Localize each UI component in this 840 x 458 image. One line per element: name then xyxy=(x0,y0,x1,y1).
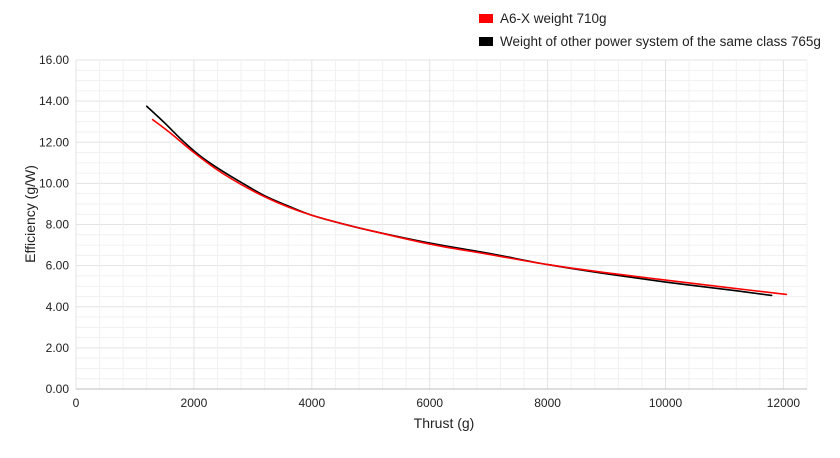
x-tick-label: 8000 xyxy=(534,396,561,410)
legend-swatch xyxy=(479,37,493,46)
y-tick-label: 10.00 xyxy=(39,176,69,190)
y-tick-label: 16.00 xyxy=(39,53,69,67)
y-tick-label: 2.00 xyxy=(46,341,70,355)
y-tick-label: 0.00 xyxy=(46,382,70,396)
grid xyxy=(75,59,808,390)
x-tick-label: 0 xyxy=(73,396,80,410)
y-axis-title: Efficiency (g/W) xyxy=(22,165,38,263)
y-axis: 0.00 2.00 4.00 6.00 8.00 10.00 12.00 14.00 16.00 xyxy=(39,53,69,396)
x-axis: 0 2000 4000 6000 8000 10000 12000 xyxy=(73,396,801,410)
y-tick-label: 12.00 xyxy=(39,135,69,149)
x-tick-label: 12000 xyxy=(767,396,801,410)
legend: A6-X weight 710g Weight of other power sy… xyxy=(479,11,821,49)
series-line-a6x xyxy=(151,118,788,296)
x-tick-label: 4000 xyxy=(298,396,325,410)
series-line-other-system xyxy=(145,105,773,297)
legend-label: Weight of other power system of the same… xyxy=(500,34,821,49)
y-tick-label: 14.00 xyxy=(39,94,69,108)
x-tick-label: 2000 xyxy=(181,396,208,410)
plot-area xyxy=(145,105,788,297)
x-tick-label: 10000 xyxy=(649,396,683,410)
legend-label: A6-X weight 710g xyxy=(500,11,607,26)
legend-item-a6x: A6-X weight 710g xyxy=(479,11,607,26)
y-tick-label: 6.00 xyxy=(46,259,70,273)
y-tick-label: 8.00 xyxy=(46,218,70,232)
legend-swatch xyxy=(479,14,493,23)
legend-item-other-system: Weight of other power system of the same… xyxy=(479,34,821,49)
y-tick-label: 4.00 xyxy=(46,300,70,314)
x-axis-title: Thrust (g) xyxy=(414,415,475,431)
x-tick-label: 6000 xyxy=(416,396,443,410)
